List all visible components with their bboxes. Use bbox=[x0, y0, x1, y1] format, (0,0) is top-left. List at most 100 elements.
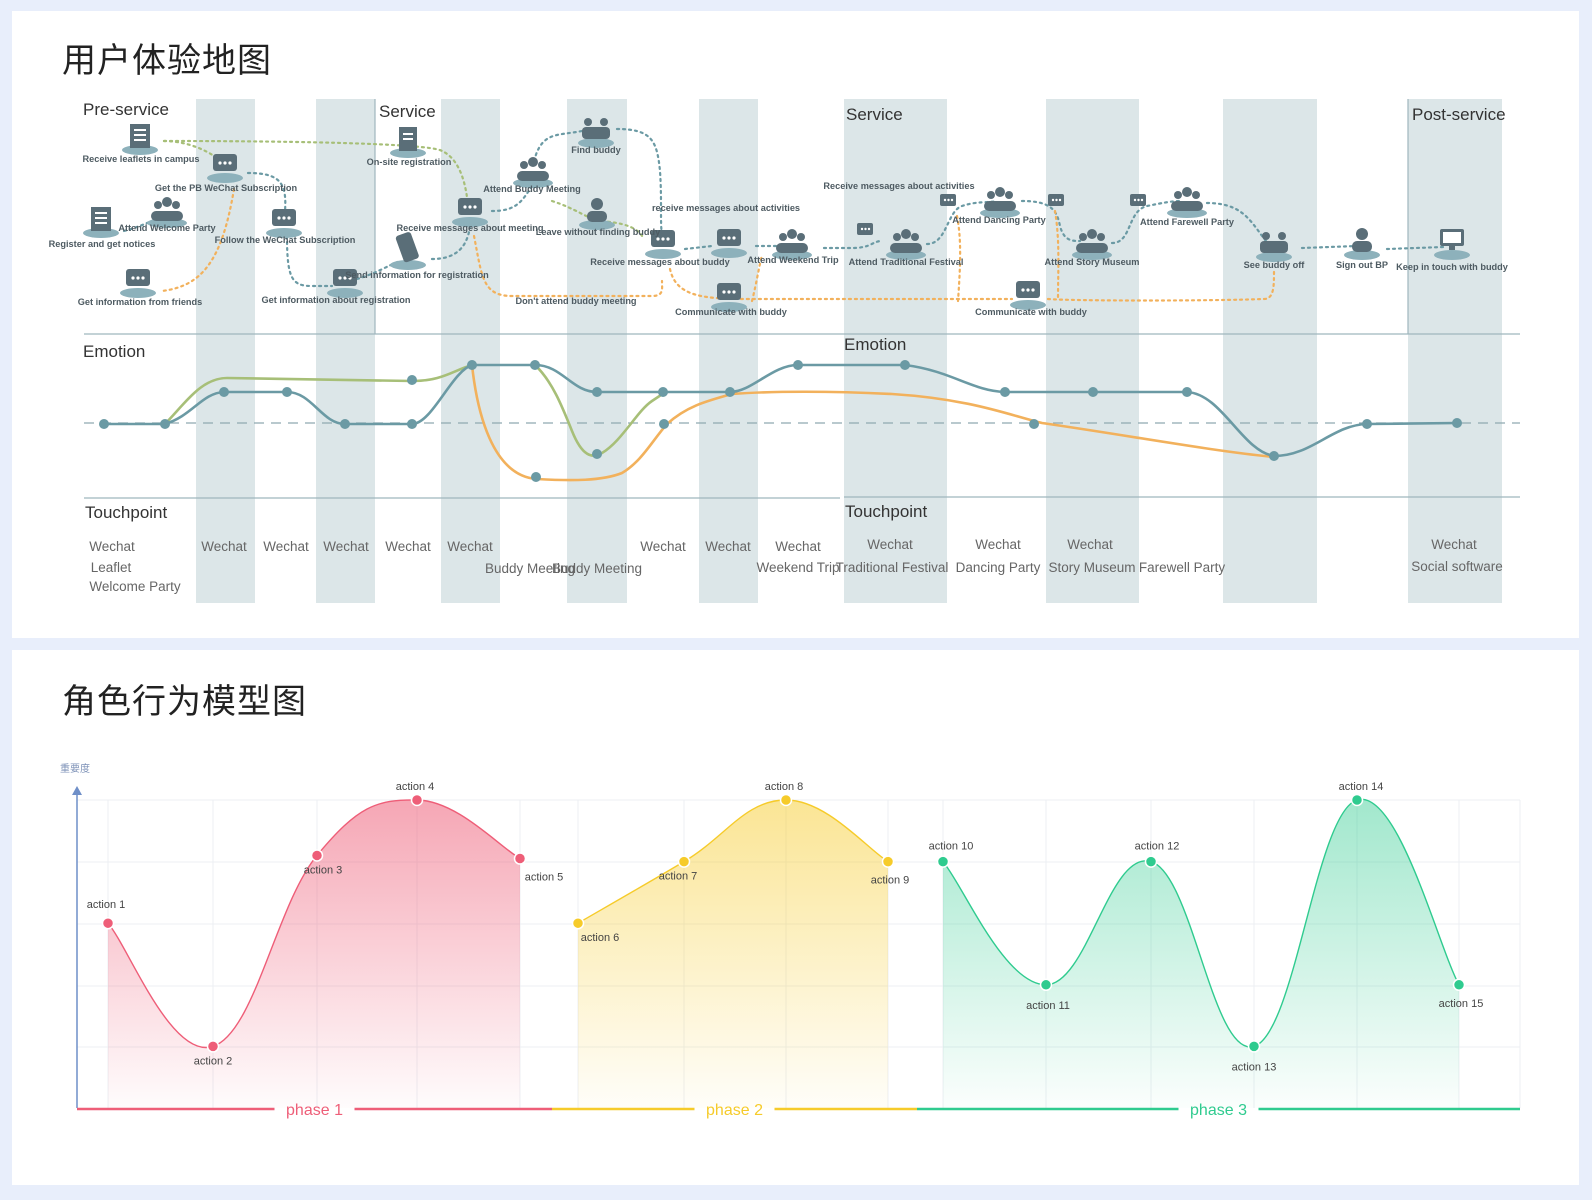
section-dividers bbox=[84, 99, 1520, 499]
step-label: Sign out BP bbox=[1336, 260, 1388, 270]
stage-pre-service: Pre-service bbox=[83, 100, 169, 119]
step-label: Register and get notices bbox=[49, 239, 156, 249]
touchpoint-label: Welcome Party bbox=[89, 579, 181, 594]
stage-post-service: Post-service bbox=[1412, 105, 1506, 124]
action-point bbox=[206, 1040, 220, 1053]
step-label: Receive messages about buddy bbox=[590, 257, 730, 267]
action-point bbox=[936, 855, 950, 868]
step-label: Get information from friends bbox=[78, 297, 203, 307]
group-icon bbox=[513, 157, 553, 188]
journey-flow-lines bbox=[122, 127, 1446, 303]
person-icon bbox=[1344, 228, 1380, 260]
y-axis-label: 重要度 bbox=[60, 762, 90, 775]
touchpoint-label: Wechat bbox=[640, 539, 686, 554]
small-chat-icon bbox=[1048, 194, 1064, 206]
step-label: Communicate with buddy bbox=[675, 307, 788, 317]
action-label: action 8 bbox=[765, 781, 804, 793]
phone-icon bbox=[390, 232, 426, 270]
action-label: action 15 bbox=[1439, 998, 1484, 1010]
action-point bbox=[101, 916, 115, 930]
action-label: action 13 bbox=[1232, 1061, 1277, 1073]
step-label: See buddy off bbox=[1244, 260, 1306, 270]
phase-line bbox=[107, 799, 521, 1049]
touchpoint-label: Wechat bbox=[447, 539, 493, 554]
step-label: Receive leaflets in campus bbox=[83, 154, 200, 164]
step-label: Get information about registration bbox=[261, 295, 410, 305]
touchpoint-label: Wechat bbox=[867, 537, 913, 552]
step-label: Communicate with buddy bbox=[975, 307, 1088, 317]
action-point bbox=[1247, 1040, 1261, 1053]
stage-service: Service bbox=[379, 102, 436, 121]
touchpoint-label: Traditional Festival bbox=[836, 560, 949, 575]
action-label: action 4 bbox=[396, 781, 435, 793]
chat-add-icon bbox=[266, 209, 302, 238]
step-label: Attend Dancing Party bbox=[952, 215, 1046, 225]
group-icon bbox=[1072, 229, 1112, 260]
touchpoint-label: Wechat bbox=[775, 539, 821, 554]
touchpoint-label: Wechat bbox=[89, 539, 135, 554]
group-icon bbox=[980, 187, 1020, 218]
handshake-icon bbox=[1256, 232, 1292, 262]
behavior-model-card: 角色行为模型图 重要度 action 1 action 2 action 3 acti… bbox=[12, 650, 1579, 1185]
person-icon bbox=[579, 198, 615, 230]
phase-label: phase 1 bbox=[286, 1102, 343, 1119]
small-chat-icon bbox=[1130, 194, 1146, 206]
touchpoint-label: Wechat bbox=[263, 539, 309, 554]
action-label: action 9 bbox=[871, 875, 910, 887]
phase-area bbox=[943, 799, 1459, 1108]
touchpoint-label: Wechat bbox=[1067, 537, 1113, 552]
touchpoint-row-label: Touchpoint bbox=[85, 503, 168, 522]
chat-icon bbox=[711, 229, 747, 258]
phase-area bbox=[578, 800, 888, 1108]
action-label: action 6 bbox=[581, 932, 620, 944]
emotion-row-label: Emotion bbox=[83, 342, 145, 361]
touchpoint-label: Dancing Party bbox=[956, 560, 1041, 575]
touchpoint-label: Story Museum bbox=[1048, 560, 1135, 575]
step-label: Attend Weekend Trip bbox=[747, 255, 839, 265]
journey-map-diagram: Pre-service Service Service Post-service… bbox=[49, 99, 1520, 603]
step-label: Find buddy bbox=[571, 145, 621, 155]
group-icon bbox=[1167, 187, 1207, 218]
form-icon bbox=[390, 127, 426, 158]
leaflet-icon bbox=[83, 207, 119, 238]
action-point bbox=[310, 849, 324, 862]
action-point bbox=[1039, 978, 1053, 992]
touchpoint-label: Farewell Party bbox=[1139, 560, 1226, 575]
behavior-model-title: 角色行为模型图 bbox=[62, 682, 307, 722]
step-label: Attend Farewell Party bbox=[1140, 217, 1235, 227]
touchpoint-label: Wechat bbox=[975, 537, 1021, 552]
step-label: Attend Welcome Party bbox=[118, 223, 216, 233]
step-label: Don't attend buddy meeting bbox=[515, 296, 636, 306]
chat-person-icon bbox=[1010, 281, 1046, 310]
chat-icon bbox=[452, 198, 488, 227]
step-label: Keep in touch with buddy bbox=[1396, 262, 1509, 272]
journey-step-labels: Receive leaflets in campus Get the PB We… bbox=[49, 145, 1509, 317]
chat-icon bbox=[327, 269, 363, 298]
step-label: Send information for registration bbox=[345, 270, 489, 280]
group-icon bbox=[886, 229, 926, 260]
journey-map-card: 用户体验地图 Pre-service Service Servic bbox=[12, 11, 1579, 638]
action-label: action 10 bbox=[929, 841, 974, 853]
chat-icon bbox=[645, 230, 681, 259]
group-icon bbox=[147, 197, 187, 228]
touchpoint-label: Weekend Trip bbox=[756, 560, 839, 575]
action-point bbox=[571, 916, 585, 930]
emotion-row-label-2: Emotion bbox=[844, 335, 906, 354]
handshake-icon bbox=[578, 118, 614, 148]
touchpoint-label: Wechat bbox=[705, 539, 751, 554]
touchpoint-label: Wechat bbox=[201, 539, 247, 554]
journey-map-title: 用户体验地图 bbox=[62, 41, 272, 81]
touchpoint-label: Wechat bbox=[323, 539, 369, 554]
action-point bbox=[1144, 855, 1158, 868]
step-label: Get the PB WeChat Subscription bbox=[155, 183, 298, 193]
step-label: Attend Buddy Meeting bbox=[483, 184, 580, 194]
small-chat-icon bbox=[857, 223, 873, 235]
step-label: Receive messages about meeting bbox=[396, 223, 543, 233]
action-label: action 12 bbox=[1135, 841, 1180, 853]
group-icon bbox=[772, 229, 812, 260]
journey-icons bbox=[83, 118, 1470, 312]
touchpoint-label: Wechat bbox=[1431, 537, 1477, 552]
phase-label: phase 3 bbox=[1190, 1102, 1247, 1119]
touchpoint-label: Buddy Meeting bbox=[552, 561, 642, 576]
action-point bbox=[1452, 978, 1466, 992]
